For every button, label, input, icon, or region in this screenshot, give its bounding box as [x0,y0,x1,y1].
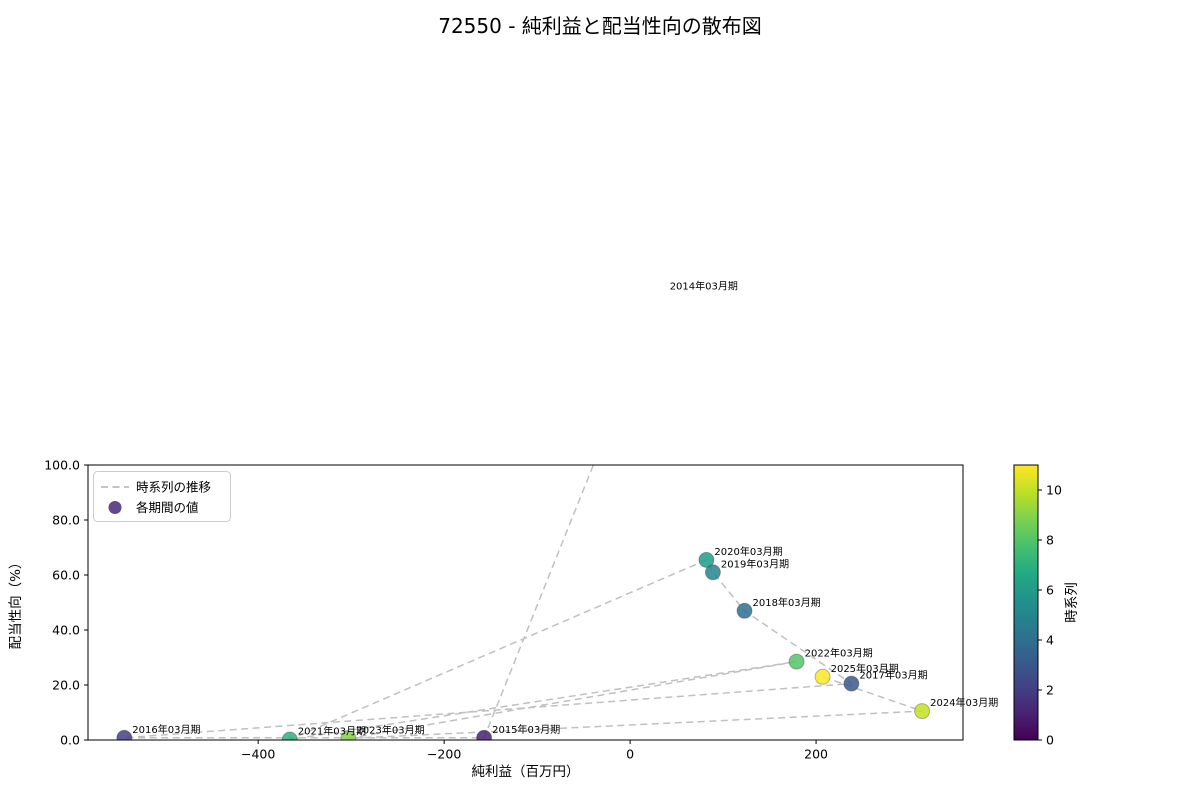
points-group [116,287,931,740]
legend-marker-label: 各期間の値 [136,500,199,515]
point-label: 2020年03月期 [714,545,782,558]
colorbar-tick-label: 6 [1046,583,1054,598]
y-axis: 0.0 20.0 40.0 60.0 80.0 100.0 配当性向（%） [8,458,88,748]
colorbar-tick-label: 10 [1046,483,1062,498]
colorbar: 0 2 4 6 8 10 時系列 [1013,464,1080,748]
annotations-group: 2014年03月期 2015年03月期 2016年03月期 2017年03月期 2018… [132,280,998,738]
data-point [736,602,753,619]
data-point [814,668,831,685]
point-label: 2024年03月期 [930,696,998,709]
y-tick-label: 20.0 [52,678,80,693]
y-tick-label: 40.0 [52,623,80,638]
point-label: 2016年03月期 [132,723,200,736]
chart-title: 72550 - 純利益と配当性向の散布図 [438,14,762,38]
point-label: 2017年03月期 [859,669,927,682]
colorbar-tick-label: 0 [1046,733,1054,748]
legend-trail-label: 時系列の推移 [136,480,211,495]
point-label: 2025年03月期 [831,662,899,675]
legend-box [93,471,231,522]
legend-marker-sample [108,501,122,514]
data-point [116,729,133,740]
data-point [476,729,493,740]
y-tick-label: 60.0 [52,568,80,583]
point-label: 2014年03月期 [670,280,738,293]
point-label: 2018年03月期 [753,596,821,609]
plot-border [87,464,964,741]
x-tick-label: 0 [626,747,634,762]
colorbar-tick-label: 2 [1046,683,1054,698]
colorbar-gradient [1013,464,1039,741]
colorbar-label: 時系列 [1064,582,1080,623]
x-tick-label: 200 [804,747,828,762]
point-label: 2023年03月期 [356,723,424,736]
y-tick-label: 100.0 [44,458,80,473]
trail-line [124,465,923,740]
trail-group [124,465,923,740]
y-tick-label: 80.0 [52,513,80,528]
x-axis: −400 −200 0 200 純利益（百万円） [241,740,828,780]
x-axis-label: 純利益（百万円） [472,764,580,780]
data-point [654,287,669,302]
data-point [843,675,860,692]
point-label: 2019年03月期 [721,557,789,570]
y-axis-label: 配当性向（%） [8,556,24,650]
data-point [704,564,721,581]
point-label: 2021年03月期 [298,725,366,738]
data-point [340,730,357,740]
colorbar-tick-label: 8 [1046,533,1054,548]
data-point [914,703,931,720]
x-tick-label: −200 [427,747,461,762]
data-point [788,653,805,670]
point-label: 2022年03月期 [805,647,873,660]
y-tick-label: 0.0 [60,733,80,748]
colorbar-tick-label: 4 [1046,633,1054,648]
x-tick-label: −400 [241,747,275,762]
point-label: 2015年03月期 [492,723,560,736]
data-point [698,551,715,568]
